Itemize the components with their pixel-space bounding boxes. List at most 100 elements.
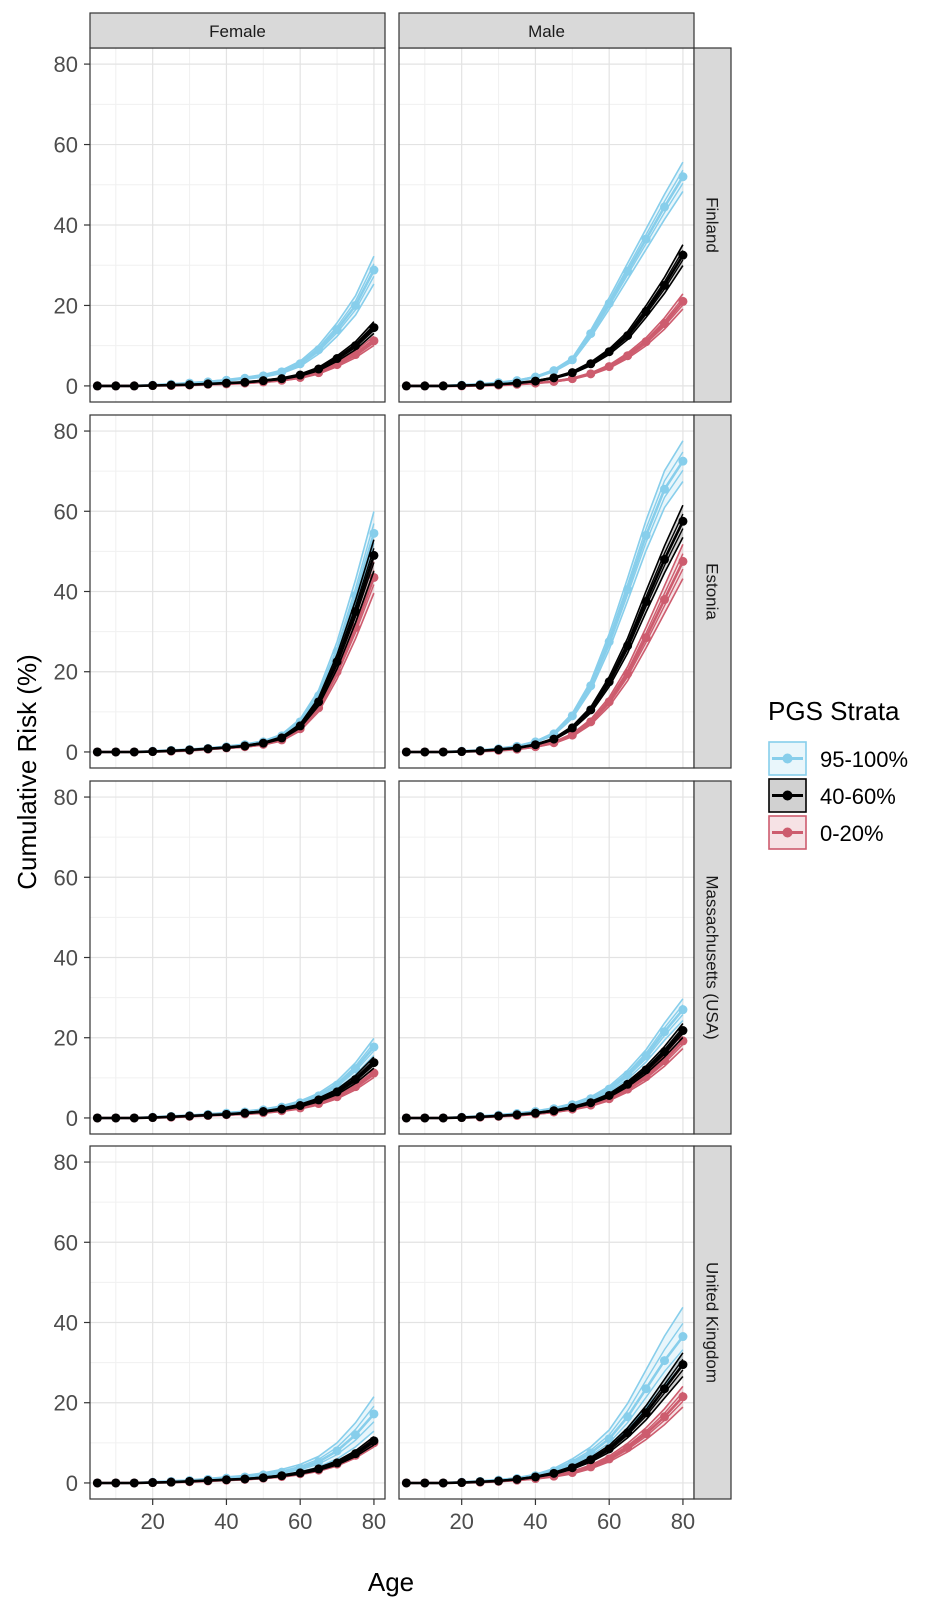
- data-point: [586, 329, 596, 339]
- legend-keys: 95-100% 40-60% 0-20%: [768, 741, 908, 850]
- series-40-60: [92, 539, 379, 757]
- legend: PGS Strata 95-100% 40-60% 0-20%: [768, 696, 908, 850]
- y-tick-label: 60: [54, 499, 78, 524]
- data-point: [277, 367, 287, 377]
- data-point: [166, 1112, 176, 1122]
- data-point: [221, 1109, 231, 1119]
- data-point: [221, 378, 231, 388]
- data-point: [369, 1058, 379, 1068]
- data-point: [332, 657, 342, 667]
- panel-finland-male: [398, 47, 695, 403]
- strip-label: Estonia: [703, 563, 722, 620]
- data-point: [420, 1478, 430, 1488]
- data-point: [623, 584, 633, 594]
- strip-label: Finland: [703, 197, 722, 253]
- series-40-60: [401, 244, 688, 391]
- data-point: [641, 306, 651, 316]
- panel-massachusetts-usa-female: [89, 780, 386, 1135]
- y-tick-label: 80: [54, 785, 78, 810]
- data-point: [401, 747, 411, 757]
- data-point: [567, 723, 577, 733]
- y-tick-label: 80: [54, 1150, 78, 1175]
- data-point: [438, 1113, 448, 1123]
- strip-background: [693, 1145, 732, 1500]
- data-point: [166, 380, 176, 390]
- data-point: [567, 368, 577, 378]
- x-tick-label: 20: [449, 1509, 473, 1534]
- data-point: [148, 1113, 158, 1123]
- data-point: [148, 1478, 158, 1488]
- data-point: [660, 1356, 669, 1366]
- data-point: [604, 1444, 614, 1454]
- legend-label: 0-20%: [820, 821, 884, 846]
- data-point: [332, 1087, 342, 1097]
- data-point: [678, 556, 688, 566]
- data-point: [203, 744, 213, 754]
- data-point: [369, 336, 379, 346]
- x-tick-label: 60: [288, 1509, 312, 1534]
- data-point: [258, 1107, 268, 1117]
- data-point: [438, 381, 448, 391]
- legend-key-point: [782, 753, 793, 764]
- data-point: [512, 1474, 522, 1484]
- data-point: [475, 1112, 485, 1122]
- data-point: [586, 369, 596, 379]
- strip-background: [89, 12, 386, 49]
- data-point: [92, 1113, 102, 1123]
- data-point: [641, 234, 651, 244]
- data-point: [203, 379, 213, 389]
- y-tick-label: 60: [54, 865, 78, 890]
- panel-united-kingdom-female: [89, 1145, 386, 1500]
- data-point: [623, 1079, 633, 1089]
- data-point: [678, 456, 688, 466]
- data-point: [604, 1454, 614, 1464]
- data-point: [494, 1476, 504, 1486]
- data-point: [567, 1103, 577, 1113]
- plot-panels: [89, 47, 695, 1500]
- data-point: [494, 379, 504, 389]
- y-tick-label: 20: [54, 1026, 78, 1051]
- data-point: [401, 1113, 411, 1123]
- legend-item-40-60: 40-60%: [768, 778, 896, 813]
- data-point: [623, 641, 633, 651]
- series-40-60: [92, 321, 379, 391]
- data-point: [604, 697, 614, 707]
- data-point: [295, 721, 305, 731]
- y-tick-label: 40: [54, 1311, 78, 1336]
- panel-massachusetts-usa-male: [398, 780, 695, 1135]
- data-point: [549, 734, 559, 744]
- x-tick-label: 80: [362, 1509, 386, 1534]
- strip-col-female: Female: [89, 12, 386, 49]
- x-tick-label: 60: [597, 1509, 621, 1534]
- y-tick-label: 40: [54, 946, 78, 971]
- data-point: [586, 705, 596, 715]
- data-point: [549, 1106, 559, 1116]
- data-point: [641, 337, 651, 347]
- legend-item-0-20: 0-20%: [768, 815, 884, 850]
- series-line: [406, 254, 685, 388]
- data-point: [295, 1101, 305, 1111]
- data-point: [494, 745, 504, 755]
- series-40-60: [401, 1352, 688, 1488]
- data-point: [92, 381, 102, 391]
- x-tick-label: 80: [671, 1509, 695, 1534]
- series-line: [97, 326, 375, 388]
- data-point: [457, 1113, 467, 1123]
- data-point: [351, 1064, 360, 1074]
- legend-item-95-100: 95-100%: [768, 741, 908, 776]
- data-point: [623, 351, 633, 361]
- data-point: [369, 323, 379, 333]
- legend-key-point: [782, 790, 793, 801]
- data-point: [401, 1478, 411, 1488]
- data-point: [185, 745, 195, 755]
- strip-background: [693, 780, 732, 1135]
- legend-label: 40-60%: [820, 784, 896, 809]
- data-point: [586, 359, 596, 369]
- data-point: [185, 1476, 195, 1486]
- y-tick-label: 20: [54, 293, 78, 318]
- data-point: [258, 738, 268, 748]
- data-point: [277, 374, 287, 384]
- data-point: [240, 1474, 250, 1484]
- data-point: [586, 1455, 596, 1465]
- strip-row-massachusetts-usa: Massachusetts (USA): [693, 780, 732, 1135]
